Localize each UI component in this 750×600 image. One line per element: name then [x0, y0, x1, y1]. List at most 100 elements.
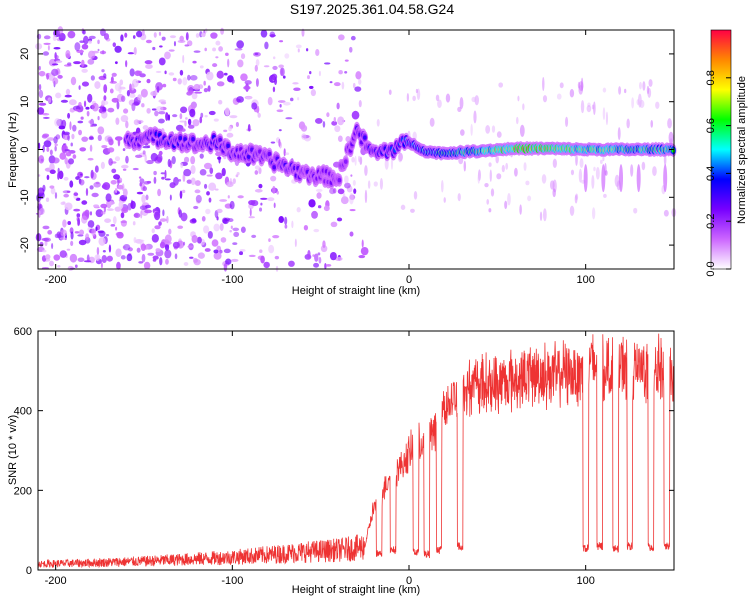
spectrogram-noise-blob	[435, 94, 440, 102]
spectrogram-noise-blob	[54, 143, 58, 146]
spectrogram-noise-blob	[236, 96, 244, 103]
spectrogram-noise-blob	[122, 168, 127, 171]
spectrogram-noise-blob	[648, 79, 653, 87]
spectrogram-noise-blob	[49, 169, 56, 174]
spectrogram-noise-blob	[485, 125, 491, 134]
spectrogram-noise-blob	[271, 73, 278, 81]
spectrogram-noise-blob	[337, 116, 345, 126]
spectrogram-noise-blob	[70, 76, 77, 86]
spectrogram-noise-blob	[81, 215, 88, 224]
spectrogram-noise-blob	[86, 254, 90, 263]
spectrogram-noise-blob	[80, 116, 84, 120]
spectrogram-noise-blob	[101, 254, 107, 264]
spectrogram-noise-blob	[218, 156, 221, 164]
spectrogram-noise-blob	[41, 237, 50, 241]
spectrogram-noise-blob	[308, 85, 314, 89]
spectrogram-noise-blob	[277, 100, 286, 103]
spectrogram-noise-blob	[130, 200, 136, 210]
spectrogram-noise-blob	[337, 188, 345, 195]
spectrogram-noise-blob	[125, 155, 129, 164]
spectrogram-noise-blob	[154, 211, 161, 221]
spectrogram-noise-blob	[159, 257, 163, 266]
spectrogram-noise-blob	[146, 78, 151, 84]
spectrogram-noise-blob	[317, 252, 321, 256]
snr-panel: -200 -100 0 100 0 200 400 600 Height of straig…	[7, 326, 675, 596]
spectrogram-noise-blob	[437, 99, 442, 109]
spectrogram-noise-blob	[260, 202, 263, 206]
spectrogram-y-label: Frequency (Hz)	[7, 112, 19, 188]
spectrogram-y-tick-label: 10	[19, 96, 31, 108]
spectrogram-noise-blob	[400, 204, 406, 210]
spectrogram-noise-blob	[50, 187, 56, 195]
spectrogram-noise-blob	[115, 117, 120, 125]
spectrogram-noise-blob	[219, 223, 224, 231]
spectrogram-noise-blob	[51, 68, 59, 77]
spectrogram-noise-blob	[45, 197, 50, 202]
spectrogram-noise-blob	[230, 225, 233, 229]
spectrogram-noise-blob	[172, 241, 180, 249]
spectrogram-noise-blob	[110, 76, 114, 83]
spectrogram-noise-blob	[94, 165, 99, 173]
spectrogram-noise-blob	[68, 158, 75, 165]
spectrogram-noise-blob	[47, 44, 50, 51]
spectrogram-noise-blob	[318, 70, 321, 77]
spectrogram-noise-blob	[117, 184, 124, 190]
spectrogram-noise-blob	[599, 159, 603, 165]
spectrogram-noise-blob	[325, 263, 332, 267]
spectrogram-noise-blob	[119, 79, 124, 86]
spectrogram-noise-blob	[112, 216, 117, 225]
spectrogram-noise-blob	[310, 89, 316, 97]
spectrogram-noise-blob	[63, 176, 69, 181]
spectrogram-noise-blob	[70, 240, 74, 246]
spectrogram-noise-blob	[458, 157, 464, 165]
snr-y-tick-label: 400	[14, 406, 32, 418]
spectrogram-noise-blob	[101, 69, 105, 73]
spectrogram-noise-blob	[624, 88, 627, 94]
spectrogram-noise-blob	[240, 226, 246, 233]
spectrogram-noise-blob	[260, 29, 268, 38]
spectrogram-noise-blob	[360, 246, 369, 256]
spectrogram-noise-blob	[58, 125, 66, 130]
spectrogram-noise-blob	[336, 217, 343, 222]
spectrogram-noise-blob	[569, 205, 575, 216]
spectrogram-noise-blob	[91, 192, 99, 198]
spectrogram-noise-blob	[65, 53, 70, 59]
spectrogram-noise-blob	[66, 248, 71, 251]
spectrogram-noise-blob	[82, 29, 86, 35]
spectrogram-noise-blob	[138, 261, 144, 264]
spectrogram-noise-blob	[164, 249, 172, 259]
spectrogram-noise-blob	[218, 46, 223, 52]
spectrogram-noise-blob	[116, 231, 124, 239]
spectrogram-noise-blob	[150, 91, 158, 97]
snr-x-axis: -200 -100 0 100	[45, 331, 595, 587]
spectrogram-noise-blob	[276, 109, 284, 113]
spectrogram-noise-blob	[53, 47, 61, 50]
spectrogram-noise-blob	[57, 172, 60, 180]
spectrogram-noise-blob	[244, 80, 252, 85]
spectrogram-noise-blob	[42, 116, 50, 119]
spectrogram-noise-blob	[182, 189, 186, 194]
spectrogram-noise-blob	[54, 54, 59, 60]
spectrogram-ridge	[123, 121, 677, 190]
spectrogram-noise-blob	[60, 229, 68, 237]
spectrogram-ridge-core	[218, 137, 222, 143]
spectrogram-noise-blob	[95, 209, 104, 218]
spectrogram-noise-blob	[57, 265, 61, 268]
spectrogram-ridge-core	[191, 136, 195, 142]
spectrogram-noise-blob	[38, 102, 47, 106]
spectrogram-noise-blob	[237, 195, 244, 199]
spectrogram-noise-blob	[233, 231, 240, 237]
spectrogram-noise-blob	[243, 85, 251, 90]
spectrogram-noise-blob	[207, 85, 211, 92]
spectrogram-noise-blob	[60, 201, 66, 206]
spectrogram-noise-blob	[84, 209, 90, 217]
spectrogram-noise-blob	[269, 31, 276, 38]
spectrogram-noise-blob	[108, 158, 113, 166]
spectrogram-noise-blob	[245, 96, 253, 100]
spectrogram-noise-blob	[288, 260, 295, 267]
spectrogram-noise-blob	[311, 210, 318, 219]
spectrogram-noise-blob	[114, 45, 122, 53]
spectrogram-noise-blob	[223, 248, 231, 254]
spectrogram-noise-blob	[602, 107, 606, 120]
spectrogram-noise-blob	[333, 82, 341, 87]
